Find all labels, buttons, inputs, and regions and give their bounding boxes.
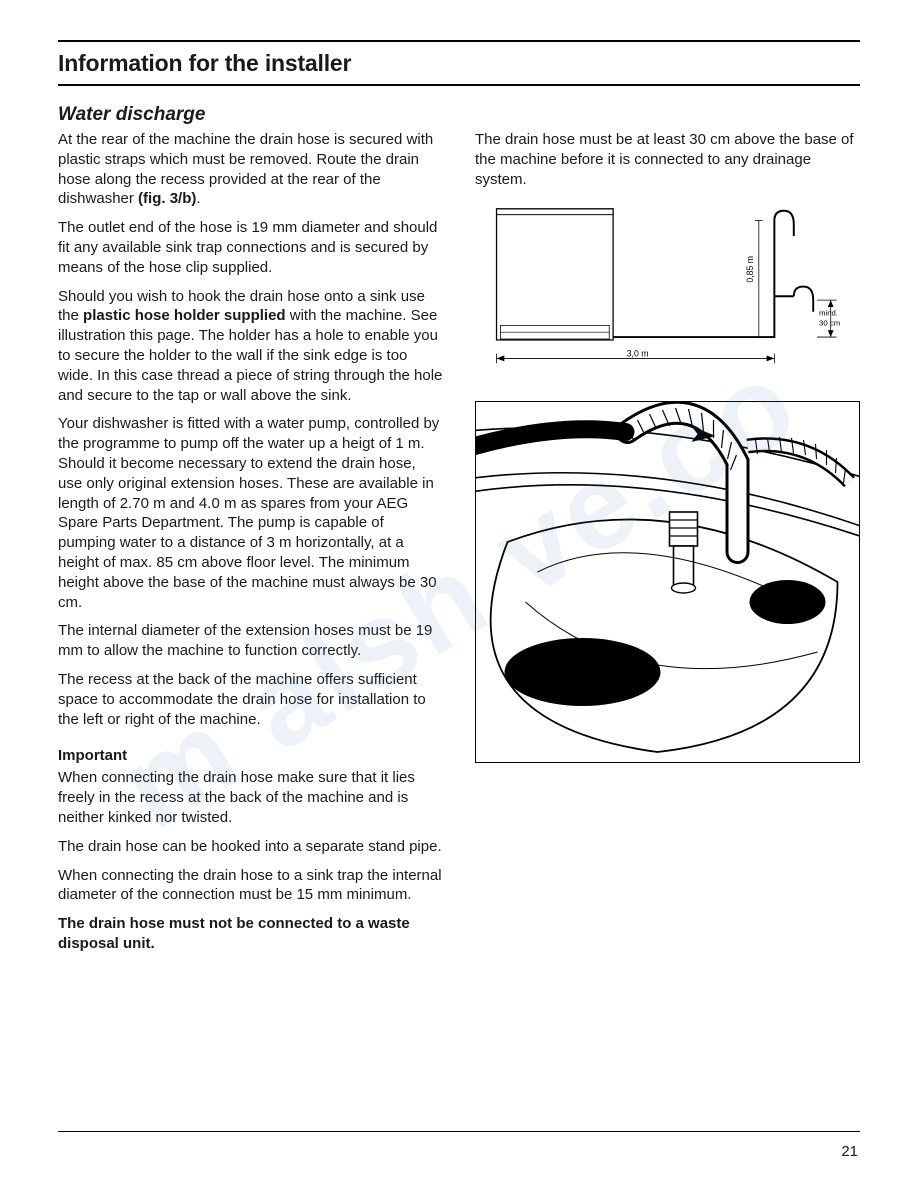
left-column: At the rear of the machine the drain hos… [58, 130, 443, 963]
paragraph-10-warning: The drain hose must not be connected to … [58, 914, 443, 954]
paragraph-7: When connecting the drain hose make sure… [58, 768, 443, 827]
right-column: The drain hose must be at least 30 cm ab… [475, 130, 860, 963]
top-rule [58, 40, 860, 42]
label-width: 3,0 m [627, 349, 649, 359]
paragraph-6: The recess at the back of the machine of… [58, 670, 443, 729]
important-label: Important [58, 747, 443, 764]
diagram-1-svg: 0,85 m mind. 30 cm 3,0 m [475, 203, 860, 373]
two-column-layout: At the rear of the machine the drain hos… [58, 130, 860, 963]
right-paragraph-1: The drain hose must be at least 30 cm ab… [475, 130, 860, 189]
paragraph-9: When connecting the drain hose to a sink… [58, 866, 443, 906]
label-min-a: mind. [819, 309, 838, 318]
paragraph-8: The drain hose can be hooked into a sepa… [58, 837, 443, 857]
diagram-sink-hose [475, 401, 860, 763]
diagram-hose-dimensions: 0,85 m mind. 30 cm 3,0 m [475, 203, 860, 373]
fig-ref: (fig. 3/b) [138, 190, 196, 207]
section-heading: Water discharge [58, 104, 860, 126]
bold-phrase: plastic hose holder supplied [83, 307, 286, 324]
paragraph-1: At the rear of the machine the drain hos… [58, 130, 443, 209]
label-height: 0,85 m [745, 256, 755, 283]
label-min-b: 30 cm [819, 319, 840, 328]
page-title: Information for the installer [58, 50, 860, 77]
paragraph-3: Should you wish to hook the drain hose o… [58, 287, 443, 406]
paragraph-4: Your dishwasher is fitted with a water p… [58, 414, 443, 612]
text: . [196, 190, 200, 207]
title-underline [58, 84, 860, 86]
paragraph-2: The outlet end of the hose is 19 mm diam… [58, 218, 443, 277]
page-number: 21 [841, 1143, 858, 1160]
diagram-2-svg [476, 402, 859, 762]
text: At the rear of the machine the drain hos… [58, 131, 433, 207]
bottom-rule [58, 1131, 860, 1132]
paragraph-5: The internal diameter of the extension h… [58, 621, 443, 661]
